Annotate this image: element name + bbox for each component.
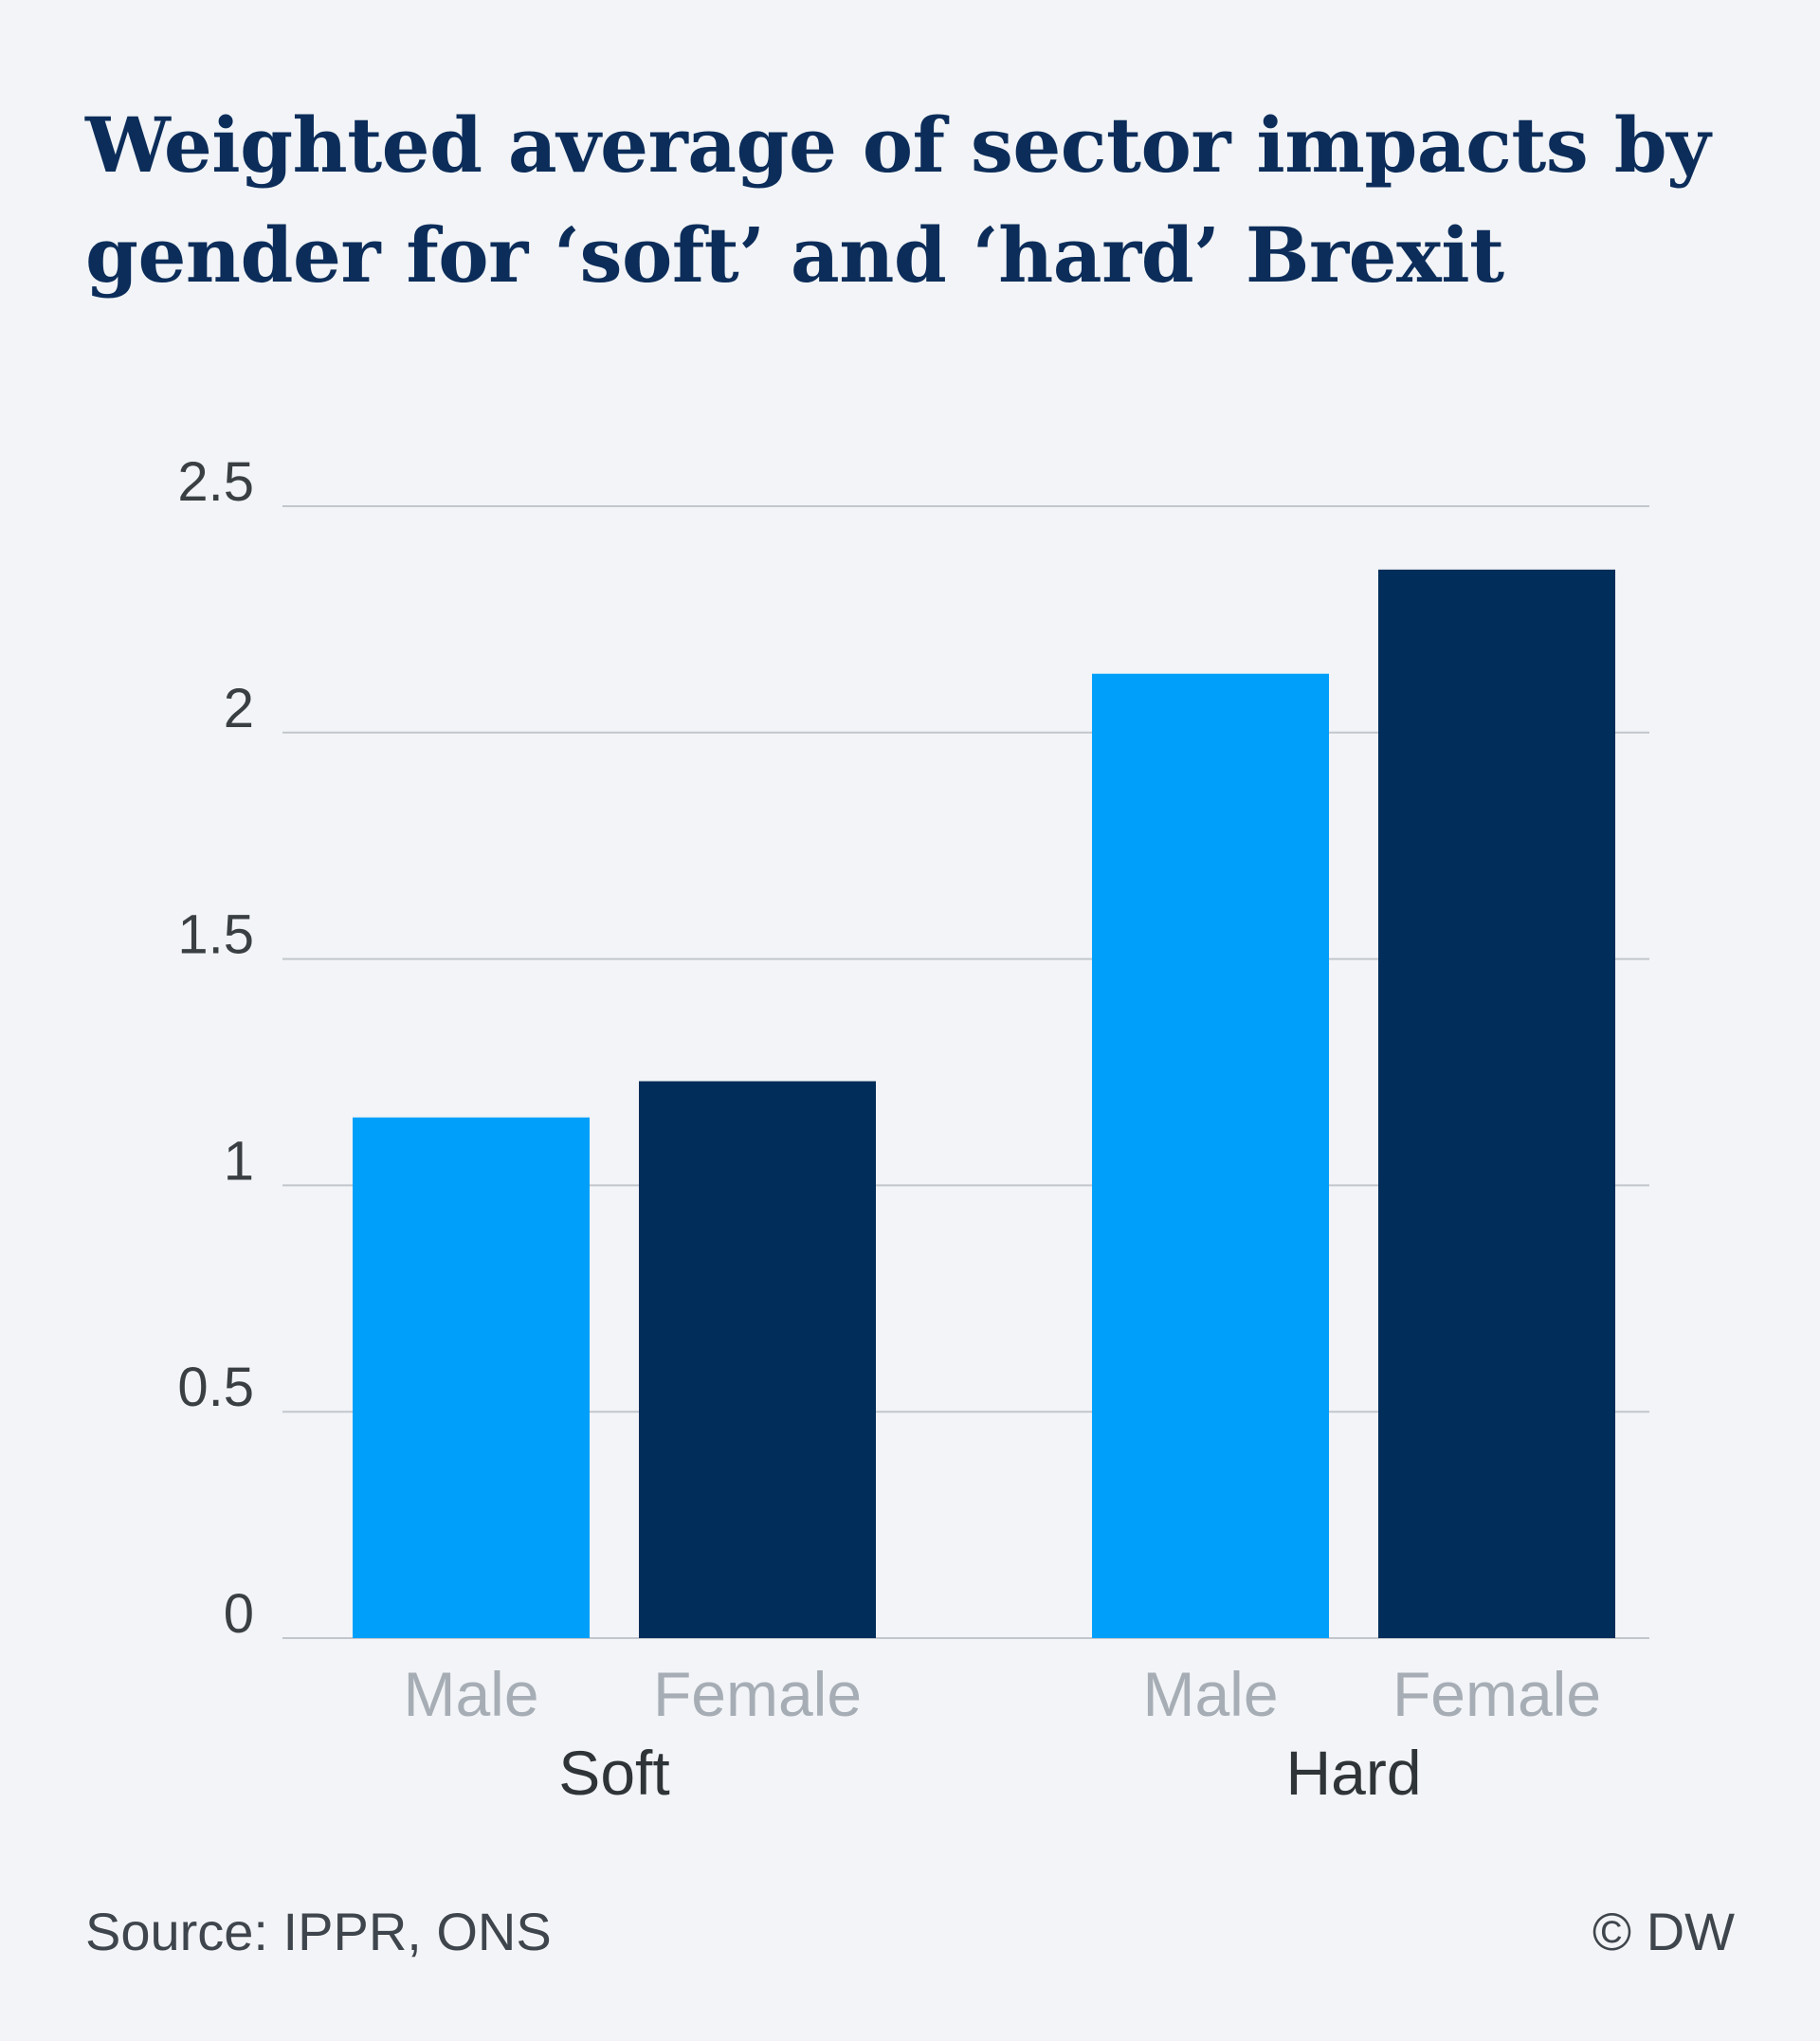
bar-hard-female: [1378, 569, 1615, 1638]
group-label: Soft: [558, 1738, 669, 1808]
y-tick-label: 0: [224, 1583, 254, 1645]
y-tick-label: 1: [224, 1130, 254, 1192]
copyright-note: © DW: [1592, 1902, 1735, 1961]
bar-soft-female: [639, 1081, 876, 1638]
source-note: Source: IPPR, ONS: [85, 1902, 552, 1961]
chart-title: Weighted average of sector impacts by ge…: [85, 100, 1711, 300]
y-tick-label: 0.5: [177, 1357, 254, 1418]
y-tick-label: 2: [224, 678, 254, 739]
category-label: Female: [1392, 1659, 1601, 1729]
bar-soft-male: [353, 1117, 590, 1638]
bar-hard-male: [1092, 673, 1329, 1638]
group-label: Hard: [1285, 1738, 1421, 1808]
y-tick-label: 2.5: [177, 451, 254, 513]
category-label: Male: [403, 1659, 538, 1729]
category-label: Female: [653, 1659, 862, 1729]
category-label: Male: [1142, 1659, 1278, 1729]
y-tick-label: 1.5: [177, 904, 254, 966]
